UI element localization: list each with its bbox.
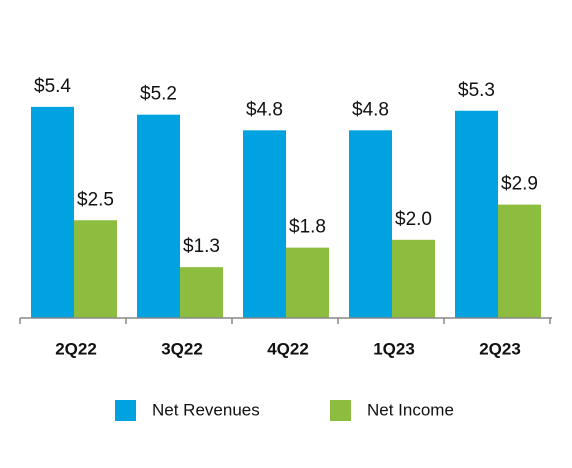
- value-label: $5.3: [458, 80, 495, 101]
- value-label: $1.3: [183, 236, 220, 257]
- x-tick-label: 2Q23: [479, 339, 521, 358]
- value-label: $2.9: [501, 174, 538, 195]
- legend-label: Net Income: [367, 400, 454, 419]
- x-tick-label: 3Q22: [161, 339, 203, 358]
- value-label: $5.4: [34, 76, 71, 97]
- bar: [349, 130, 392, 318]
- x-tick-label: 4Q22: [267, 339, 309, 358]
- bar: [180, 267, 223, 318]
- bar: [455, 110, 498, 319]
- bar: [137, 114, 180, 319]
- value-label: $5.2: [140, 84, 177, 105]
- legend-label: Net Revenues: [152, 400, 260, 419]
- value-label: $2.0: [395, 209, 432, 230]
- bar: [286, 247, 329, 318]
- value-label: $4.8: [246, 99, 283, 120]
- value-label: $1.8: [289, 217, 326, 238]
- value-label: $2.5: [77, 189, 114, 210]
- x-tick-label: 1Q23: [373, 339, 415, 358]
- bar: [498, 204, 541, 318]
- legend-swatch: [330, 400, 351, 421]
- bar: [31, 106, 74, 318]
- bar: [243, 130, 286, 318]
- legend-swatch: [115, 400, 136, 421]
- bar: [392, 239, 435, 318]
- x-tick-label: 2Q22: [55, 339, 97, 358]
- value-label: $4.8: [352, 99, 389, 120]
- bar: [74, 220, 117, 318]
